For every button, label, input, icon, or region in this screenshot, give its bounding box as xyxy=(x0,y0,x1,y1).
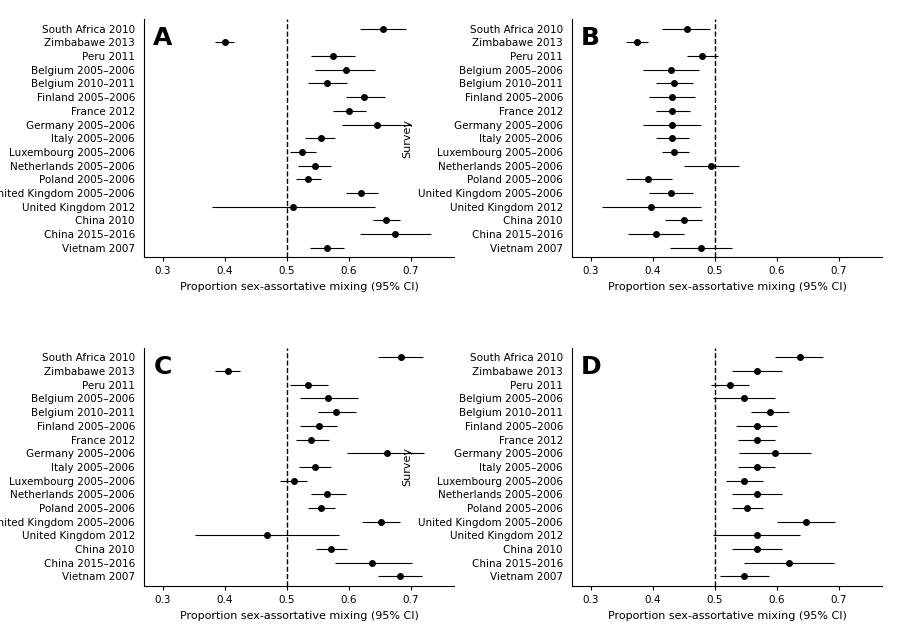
X-axis label: Proportion sex-assortative mixing (95% CI): Proportion sex-assortative mixing (95% C… xyxy=(180,282,418,292)
Text: C: C xyxy=(153,355,172,379)
Text: B: B xyxy=(581,26,600,50)
Text: D: D xyxy=(581,355,602,379)
X-axis label: Proportion sex-assortative mixing (95% CI): Proportion sex-assortative mixing (95% C… xyxy=(608,282,846,292)
Y-axis label: Survey: Survey xyxy=(402,118,413,158)
Y-axis label: Survey: Survey xyxy=(402,447,413,487)
Text: A: A xyxy=(153,26,173,50)
X-axis label: Proportion sex-assortative mixing (95% CI): Proportion sex-assortative mixing (95% C… xyxy=(608,611,846,620)
X-axis label: Proportion sex-assortative mixing (95% CI): Proportion sex-assortative mixing (95% C… xyxy=(180,611,418,620)
